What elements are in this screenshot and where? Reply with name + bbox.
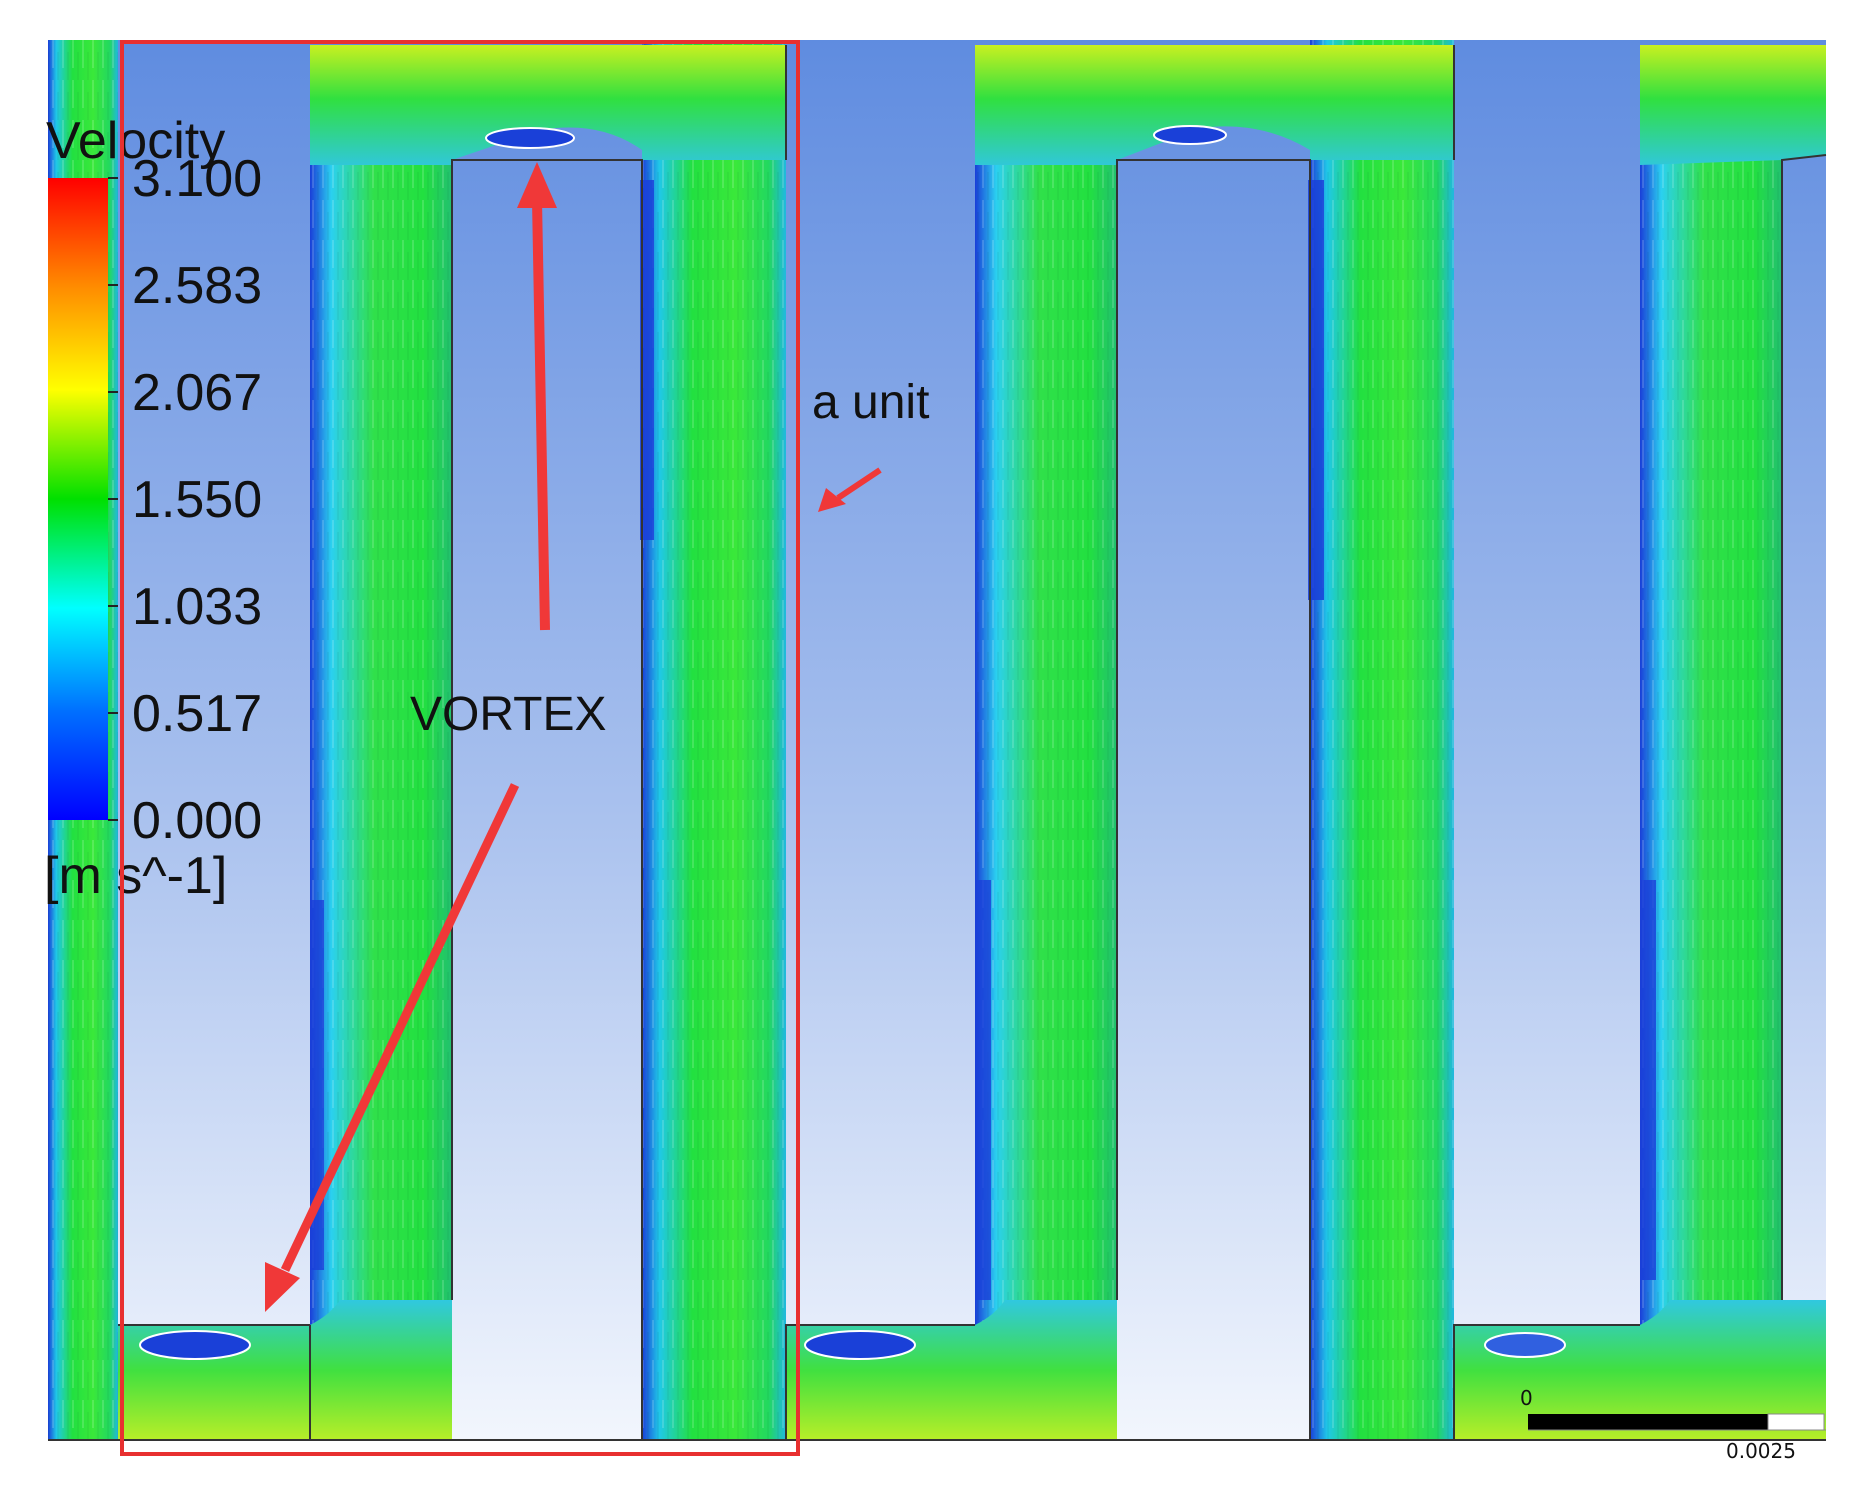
arrow-head bbox=[517, 162, 557, 208]
vortex-arrow-up bbox=[532, 199, 550, 631]
velocity-legend: Velocity 3.100 2.583 2.067 1.550 1.033 0.517 0… bbox=[44, 112, 262, 905]
legend-tick-label: 0.517 bbox=[132, 685, 262, 743]
vortex-arrow-down bbox=[280, 783, 520, 1272]
scale-bar-white bbox=[1767, 1413, 1825, 1431]
legend-tick-label: 0.000 bbox=[132, 792, 262, 850]
vortex-marker bbox=[804, 1330, 916, 1360]
vortex-marker bbox=[485, 127, 575, 149]
vortex-marker bbox=[1153, 125, 1227, 145]
legend-unit: [m s^-1] bbox=[44, 847, 227, 905]
legend-tick-label: 1.033 bbox=[132, 578, 262, 636]
legend-tick-label: 2.583 bbox=[132, 257, 262, 315]
scale-bar-black bbox=[1528, 1414, 1768, 1430]
scale-end-label: 0.0025 bbox=[1726, 1439, 1796, 1463]
scale-start-label: 0 bbox=[1520, 1386, 1533, 1410]
unit-annotation: a unit bbox=[812, 376, 929, 429]
unit-arrow bbox=[836, 467, 882, 501]
vortex-marker bbox=[139, 1330, 251, 1360]
arrow-head bbox=[265, 1262, 300, 1312]
vortex-annotation: VORTEX bbox=[410, 688, 607, 741]
legend-tick-label: 2.067 bbox=[132, 364, 262, 422]
legend-title: Velocity bbox=[46, 112, 225, 170]
channel-top-bend bbox=[310, 45, 786, 165]
annotation-arrows bbox=[265, 162, 882, 1312]
arrow-head bbox=[818, 488, 846, 512]
scale-bar: 0 0.0025 bbox=[1520, 1386, 1826, 1463]
unit-highlight-box bbox=[120, 40, 800, 1456]
channel-top-bend bbox=[1640, 45, 1826, 165]
legend-tick-label: 3.100 bbox=[132, 150, 262, 208]
vortex-marker bbox=[1484, 1332, 1566, 1358]
channel-top-bend bbox=[975, 45, 1454, 165]
legend-tick-label: 1.550 bbox=[132, 471, 262, 529]
legend-colorbar bbox=[48, 178, 108, 820]
